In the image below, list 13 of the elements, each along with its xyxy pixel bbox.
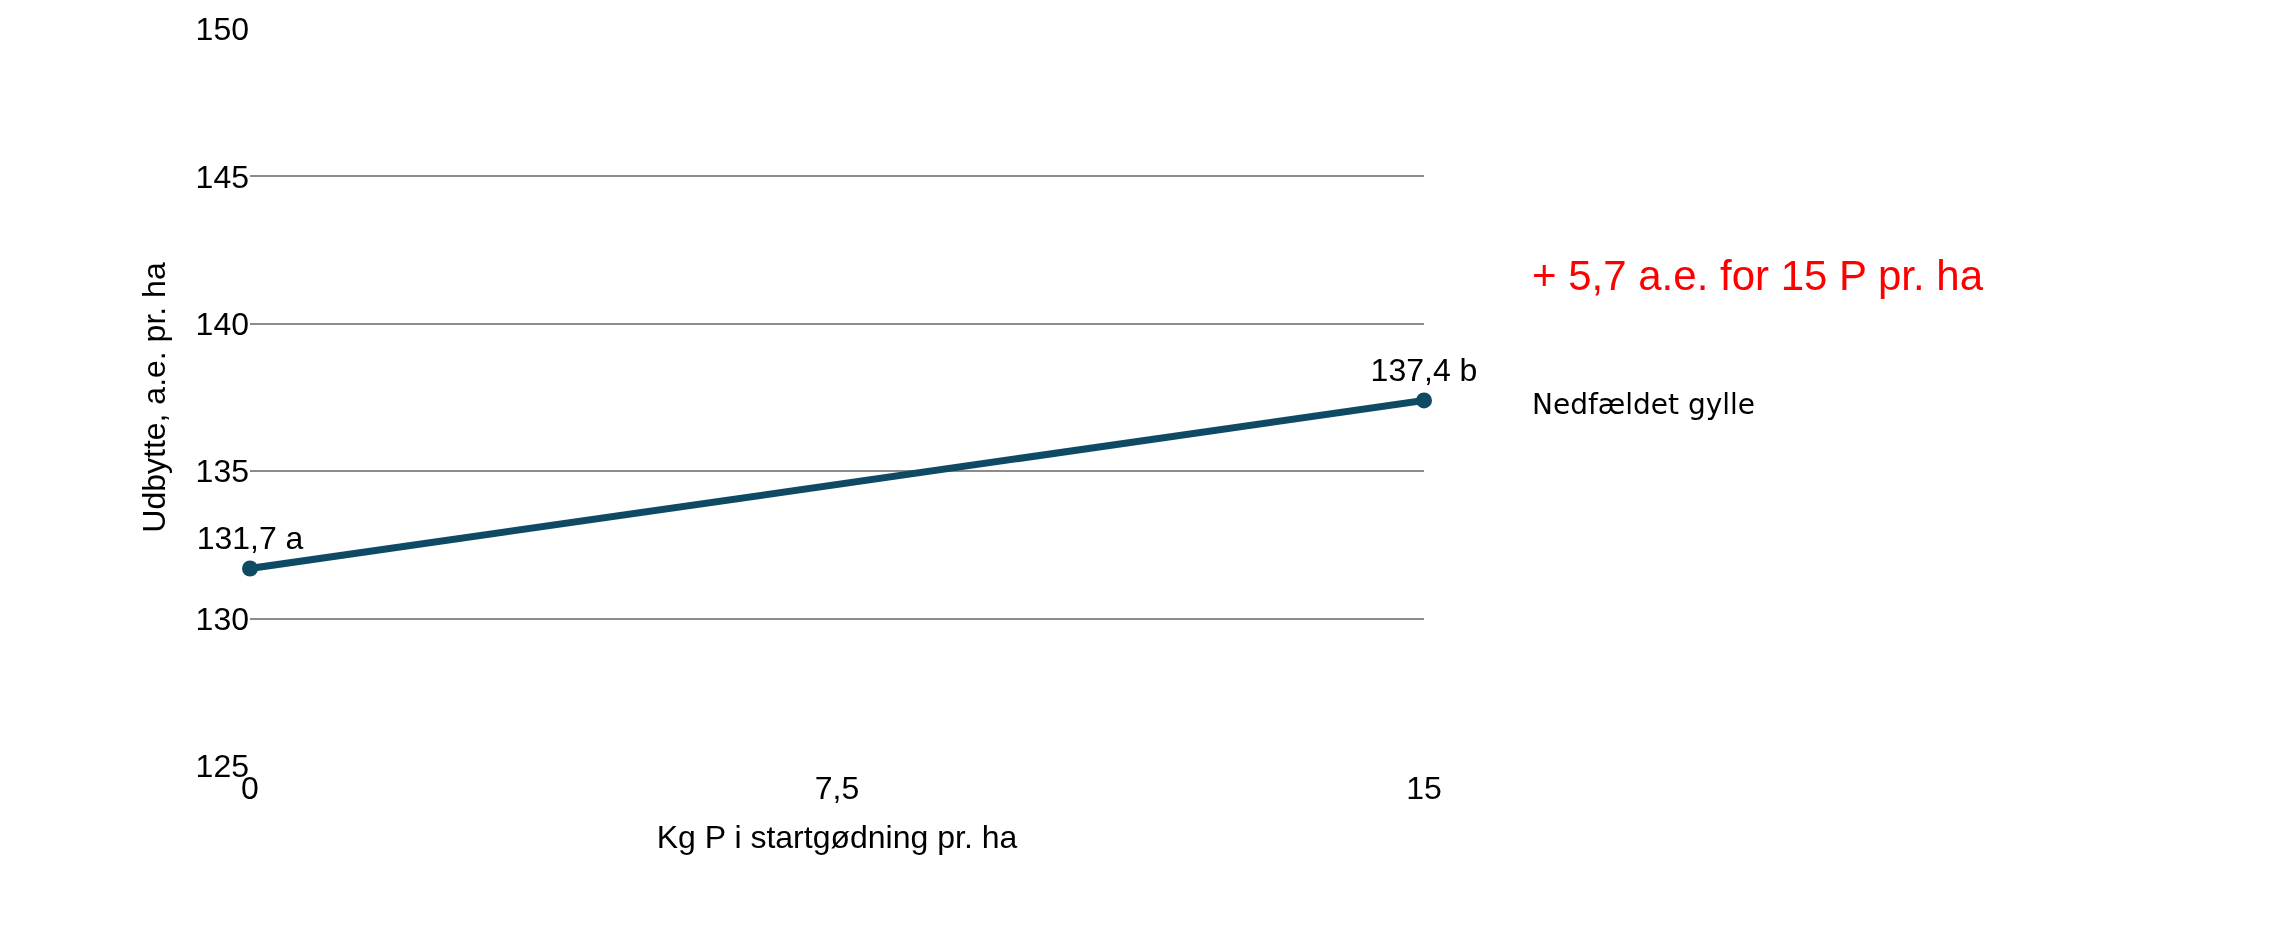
x-tick-label: 15 <box>1406 770 1442 806</box>
y-tick-label: 140 <box>195 306 249 342</box>
y-tick-label: 150 <box>195 11 249 48</box>
y-tick-label: 135 <box>195 453 249 490</box>
x-tick-label: 7,5 <box>814 770 860 806</box>
data-label: 137,4 b <box>1370 352 1478 389</box>
y-tick-label: 130 <box>195 600 249 637</box>
text: Nedfældet gylle <box>1532 388 1756 421</box>
data-label: 131,7 a <box>196 520 304 557</box>
x-axis-title: Kg P i startgødning pr. ha <box>656 818 1018 855</box>
y-axis-title: Udbytte, a.e. pr. ha <box>135 262 172 533</box>
text: + 5,7 a.e. for 15 P pr. ha <box>1532 252 1984 299</box>
y-tick-label: 145 <box>195 158 249 195</box>
